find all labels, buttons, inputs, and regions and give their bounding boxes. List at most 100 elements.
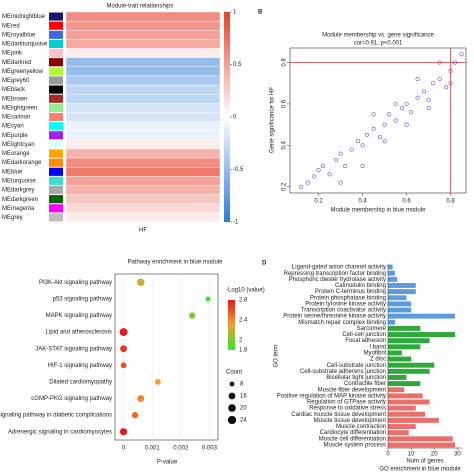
point bbox=[371, 112, 376, 117]
row-label: Cell-substrate junction bbox=[327, 363, 386, 369]
module-swatch bbox=[49, 149, 63, 158]
point bbox=[404, 101, 409, 106]
point bbox=[382, 139, 387, 144]
row-label: JAK-STAT signaling pathway bbox=[35, 346, 112, 352]
bar bbox=[388, 270, 395, 276]
heat-cell bbox=[65, 157, 221, 168]
point bbox=[400, 106, 405, 111]
row-label: MEblack bbox=[2, 87, 26, 93]
heat-cell bbox=[65, 20, 221, 31]
heat-cell bbox=[65, 103, 221, 113]
y-tick-label: 0.6 bbox=[282, 99, 288, 108]
row-label: Sarcomere bbox=[357, 326, 387, 332]
point bbox=[437, 77, 442, 82]
heat-cell bbox=[65, 194, 221, 204]
bar bbox=[388, 381, 421, 387]
y-tick-label: 0.2 bbox=[282, 182, 288, 191]
point bbox=[448, 81, 453, 86]
point bbox=[334, 157, 339, 162]
point bbox=[320, 164, 326, 169]
row-label: MEpurple bbox=[2, 133, 28, 139]
size-key bbox=[227, 415, 237, 425]
colorbar-label: 2.4 bbox=[239, 318, 248, 324]
heat-cell bbox=[65, 203, 221, 214]
x-axis-label: P-value bbox=[157, 460, 178, 466]
point bbox=[408, 110, 414, 115]
point bbox=[349, 147, 354, 152]
bubble bbox=[120, 345, 127, 353]
heat-cell bbox=[65, 167, 221, 177]
module-swatch bbox=[49, 195, 63, 204]
point bbox=[327, 172, 332, 177]
row-label: MEdarkgreen bbox=[2, 197, 38, 203]
module-swatch bbox=[49, 76, 63, 85]
legend-title: -Log10 (value) bbox=[226, 288, 265, 294]
point bbox=[360, 164, 365, 169]
bar bbox=[388, 313, 456, 319]
bar bbox=[388, 276, 398, 282]
subtitle: cor=0.91, p<0.001 bbox=[354, 41, 403, 47]
point bbox=[386, 112, 392, 117]
heat-cell bbox=[65, 57, 221, 67]
row-label: HIF-1 signaling pathway bbox=[48, 363, 112, 369]
point bbox=[415, 77, 420, 82]
bubble bbox=[120, 362, 127, 369]
bar bbox=[388, 375, 407, 380]
heat-cell bbox=[65, 84, 221, 95]
module-swatch bbox=[49, 122, 63, 131]
row-label: MEgrey60 bbox=[2, 78, 30, 84]
point bbox=[459, 52, 464, 57]
heat-cell bbox=[65, 75, 221, 86]
point bbox=[448, 68, 453, 73]
bar bbox=[388, 307, 412, 313]
title: Module-trait relationships bbox=[106, 4, 173, 10]
row-label: Cell-substrate adherens junction bbox=[300, 369, 386, 375]
heat-cell bbox=[65, 139, 221, 150]
bar bbox=[388, 289, 416, 295]
heat-cell bbox=[65, 48, 221, 58]
module-swatch bbox=[49, 12, 63, 21]
x-tick-label: 0.001 bbox=[145, 446, 161, 452]
row-label: Muscle tissue development bbox=[314, 418, 387, 424]
point bbox=[360, 143, 365, 148]
point bbox=[382, 122, 387, 127]
colorbar-label: 0.5 bbox=[233, 62, 242, 68]
module-swatch bbox=[49, 85, 63, 94]
colorbar bbox=[228, 300, 235, 350]
row-label: MEmidnightblue bbox=[2, 14, 46, 20]
size-key bbox=[228, 404, 236, 412]
module-swatch bbox=[49, 131, 63, 140]
plot-frame bbox=[114, 273, 219, 441]
title: Module membership vs. gene significance bbox=[322, 33, 434, 39]
row-label: Transcription coactivator activity bbox=[301, 308, 386, 314]
point bbox=[426, 106, 431, 111]
module-swatch bbox=[49, 103, 63, 112]
x-tick-label: 10 bbox=[408, 452, 415, 458]
row-label: Cardiocyte differentiation bbox=[320, 430, 386, 436]
heat-cell bbox=[65, 112, 221, 122]
x-tick-label: 0 bbox=[386, 452, 390, 458]
heat-cell bbox=[65, 11, 221, 22]
bar bbox=[388, 295, 407, 301]
size-key-label: 8 bbox=[240, 382, 244, 388]
row-label: Cardiac muscle tissue development bbox=[291, 412, 386, 418]
point bbox=[393, 118, 398, 123]
row-label: Regulation of GTPase activity bbox=[307, 400, 386, 406]
row-label: MElightgreen bbox=[2, 105, 37, 111]
module-swatch bbox=[49, 58, 63, 67]
title: Pathway enrichment in blue module bbox=[127, 260, 223, 266]
point bbox=[422, 89, 427, 94]
row-label: signaling pathway in diabetic complicati… bbox=[0, 413, 112, 419]
row-label: p53 signaling pathway bbox=[53, 296, 112, 302]
row-label: MEmagenta bbox=[2, 206, 35, 212]
row-label: Response to oxidative stress bbox=[309, 406, 386, 412]
row-label: Positive regulation of MAP kinase activi… bbox=[277, 393, 386, 399]
point bbox=[338, 180, 343, 185]
x-tick-label: 0.002 bbox=[173, 446, 189, 452]
y-tick-label: 0.8 bbox=[282, 58, 288, 67]
row-label: PI3K-Akt signaling pathway bbox=[39, 280, 112, 286]
point bbox=[404, 122, 409, 127]
heat-cell bbox=[65, 130, 221, 141]
heat-cell bbox=[65, 185, 221, 195]
